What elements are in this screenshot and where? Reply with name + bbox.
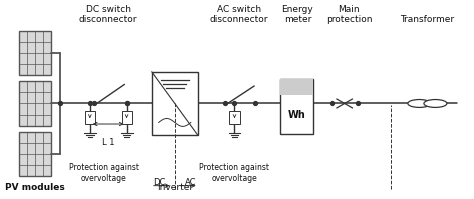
- Bar: [281, 79, 312, 95]
- Text: L 1: L 1: [102, 139, 114, 147]
- Text: Inverter: Inverter: [157, 183, 193, 192]
- Text: DC switch
disconnector: DC switch disconnector: [79, 5, 137, 24]
- Text: Transformer: Transformer: [401, 16, 455, 24]
- Circle shape: [408, 100, 431, 107]
- Text: Wh: Wh: [288, 109, 305, 120]
- Bar: [229, 111, 239, 124]
- Bar: [18, 31, 51, 75]
- Bar: [152, 72, 198, 135]
- Text: Main
protection: Main protection: [326, 5, 373, 24]
- Circle shape: [424, 100, 447, 107]
- Text: Protection against
overvoltage: Protection against overvoltage: [69, 163, 138, 182]
- Bar: [281, 79, 312, 134]
- Bar: [18, 132, 51, 176]
- Bar: [18, 81, 51, 126]
- Text: PV modules: PV modules: [5, 183, 64, 192]
- Text: Protection against
overvoltage: Protection against overvoltage: [200, 163, 270, 182]
- Text: Energy
meter: Energy meter: [282, 5, 313, 24]
- Text: AC switch
disconnector: AC switch disconnector: [210, 5, 268, 24]
- Text: AC: AC: [185, 178, 197, 187]
- Text: DC: DC: [154, 178, 166, 187]
- Bar: [85, 111, 95, 124]
- Bar: [121, 111, 132, 124]
